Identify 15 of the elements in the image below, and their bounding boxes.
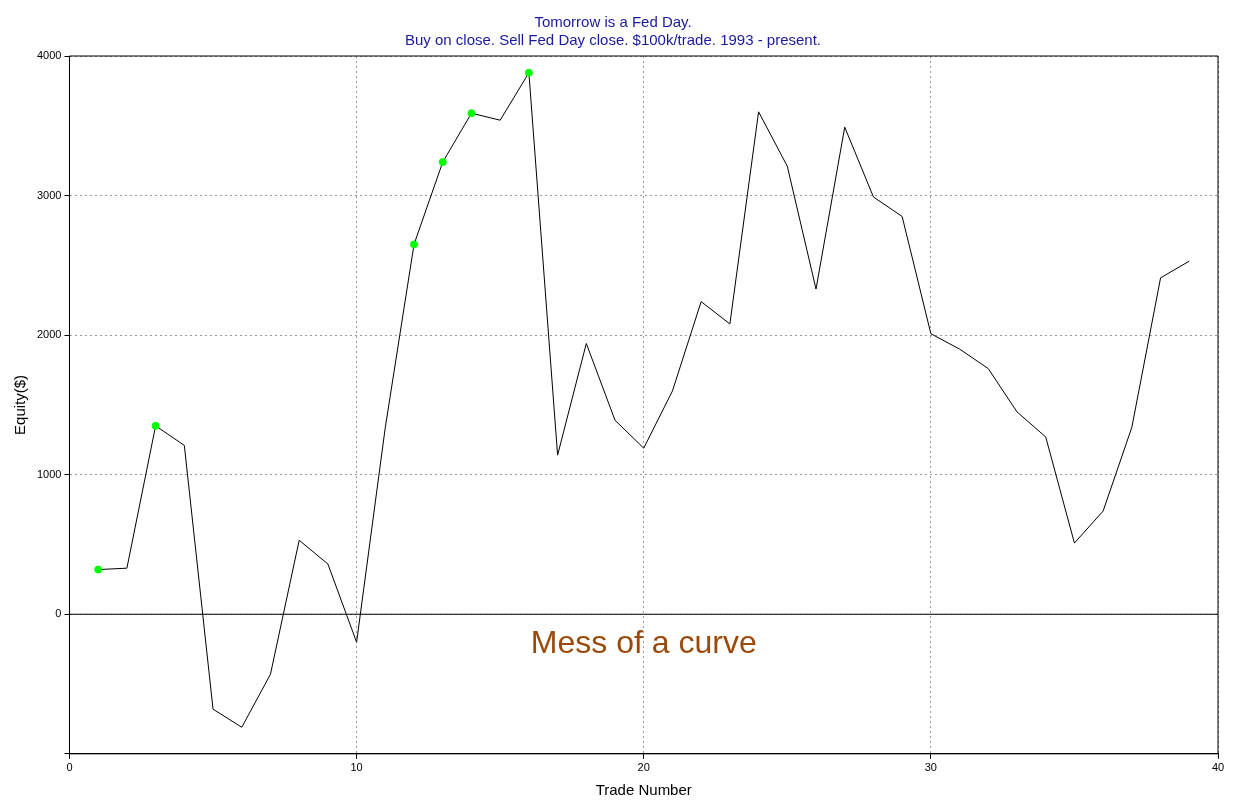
y-tick-label: 3000 xyxy=(36,188,62,201)
text: Buy on close. Sell Fed Day close. $100k/trade. 1993 - present. xyxy=(404,31,822,49)
y-tick-label: 4000 xyxy=(36,49,62,62)
x-tick-label: 10 xyxy=(350,761,363,774)
x-axis-title: Trade Number xyxy=(595,781,692,799)
x-tick-label: 20 xyxy=(637,761,650,774)
y-tick-label: 1000 xyxy=(36,467,62,480)
x-tick-label: 30 xyxy=(924,761,937,774)
x-tick-label: 40 xyxy=(1211,761,1225,774)
y-tick-label: 0 xyxy=(55,607,62,620)
y-axis-title: Equity($) xyxy=(11,374,29,435)
y-tick-label: 2000 xyxy=(36,328,62,341)
text: Tomorrow is a Fed Day. xyxy=(534,13,692,31)
annotation: Mess of a curve xyxy=(530,623,757,660)
x-tick-label: 0 xyxy=(66,761,73,774)
